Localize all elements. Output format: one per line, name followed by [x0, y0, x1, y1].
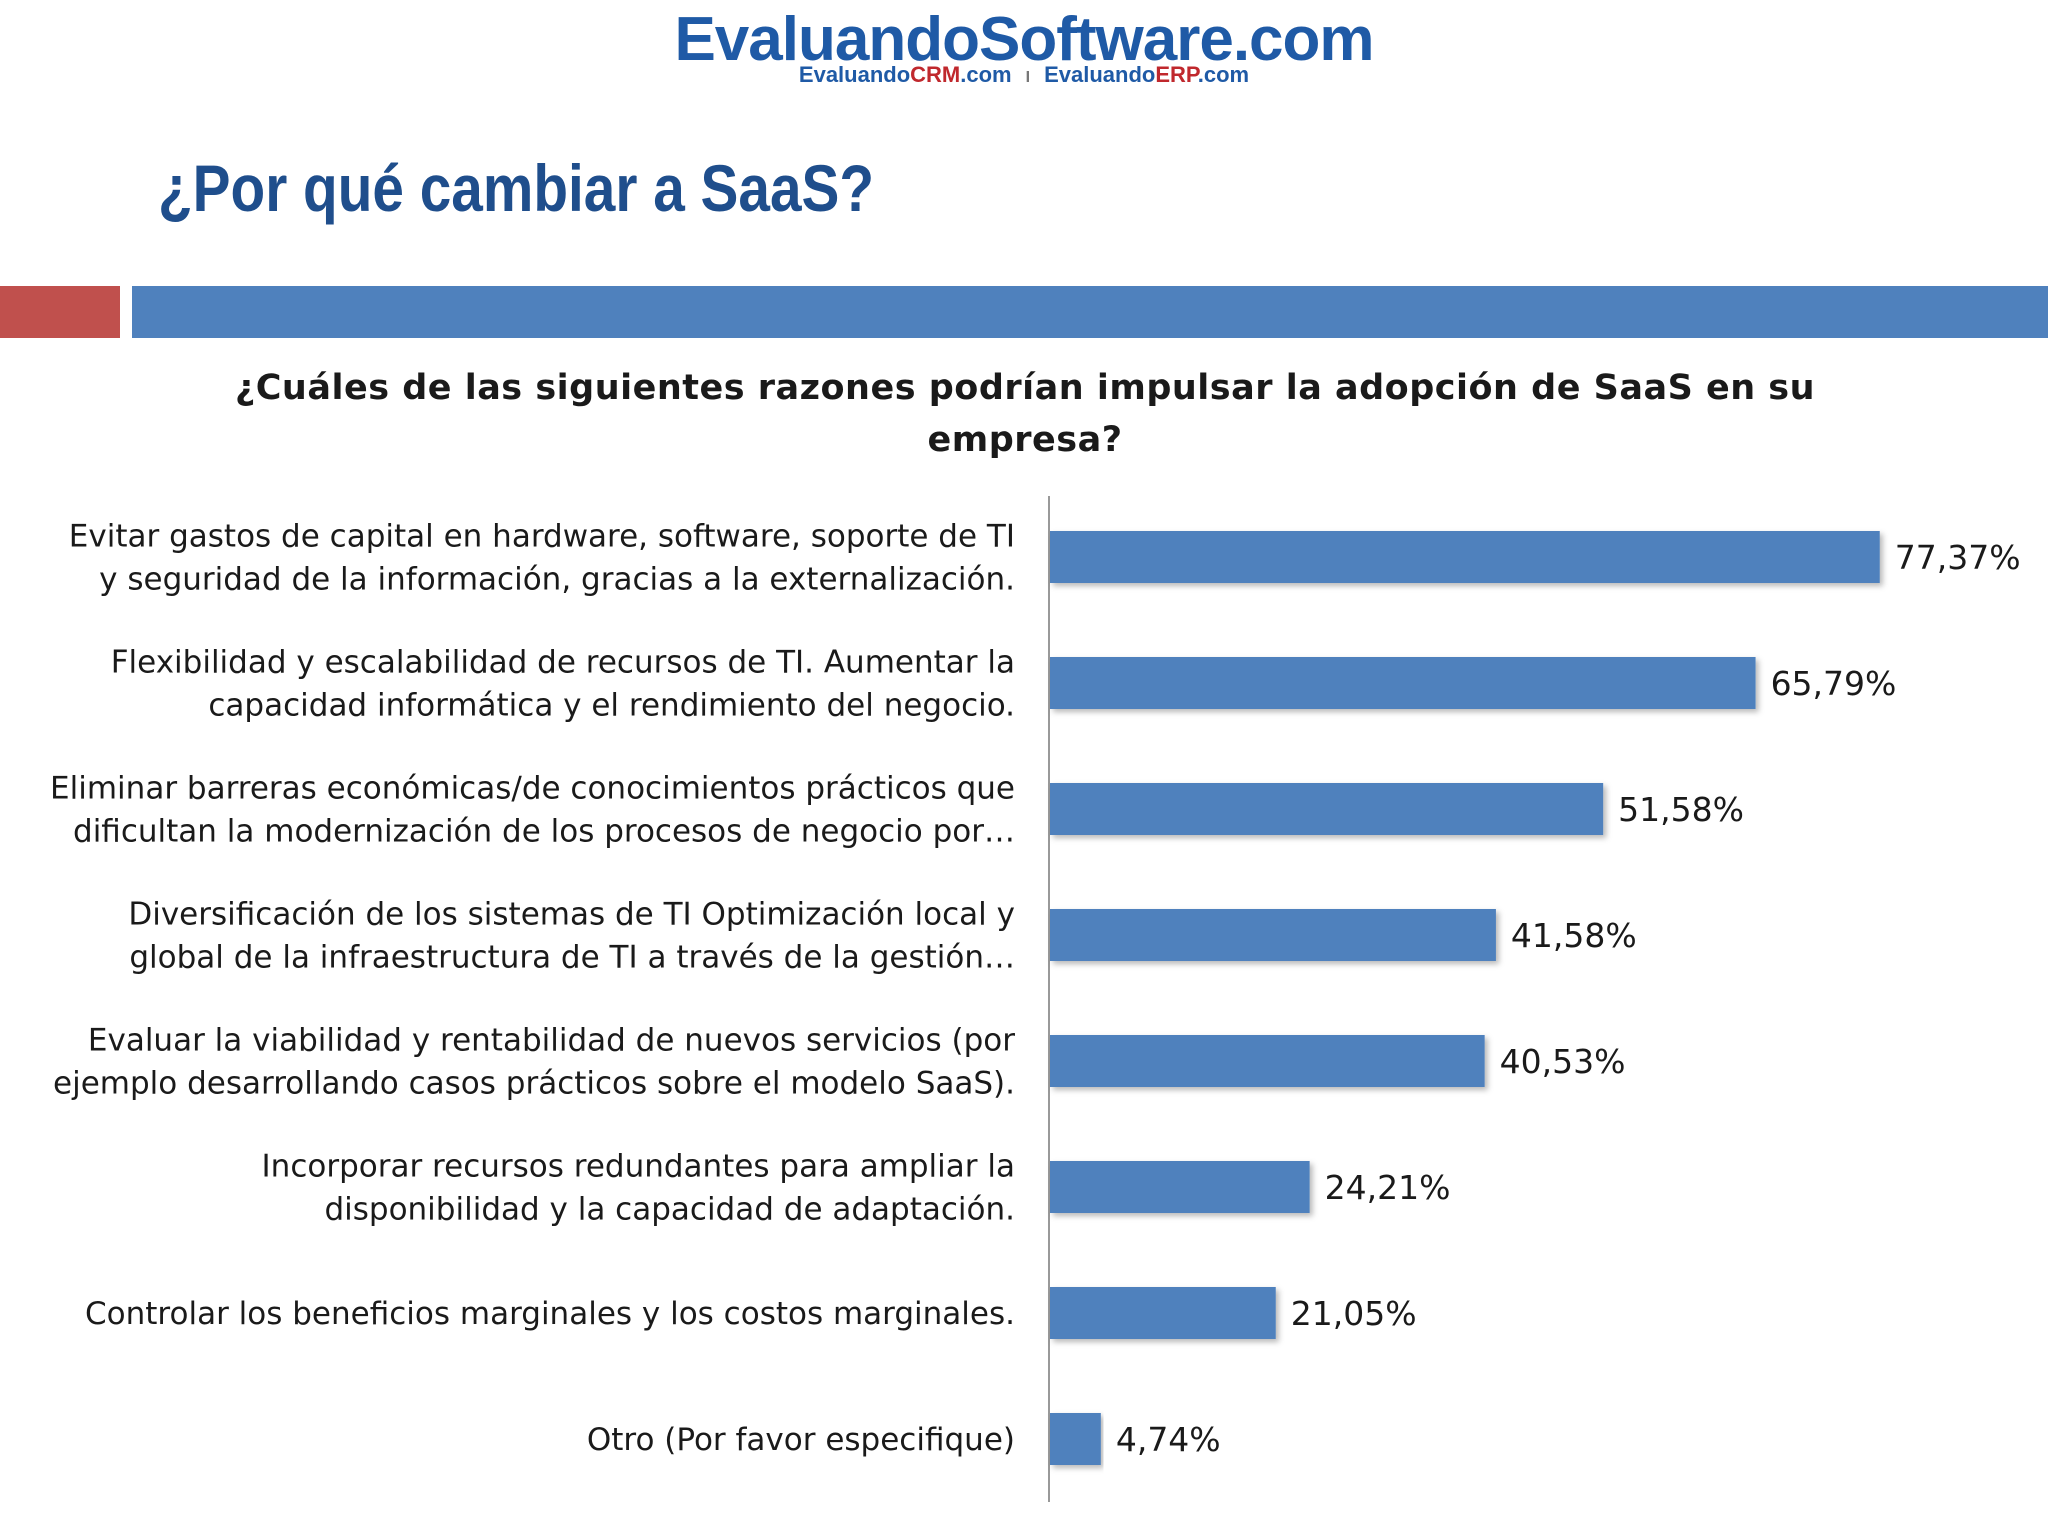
category-label-6-line-2: disponibilidad y la capacidad de adaptac…	[324, 1192, 1015, 1228]
category-label-4-line-2: global de la infraestructura de TI a tra…	[129, 940, 1015, 976]
category-label-2-line-1: Flexibilidad y escalabilidad de recursos…	[111, 645, 1015, 681]
chart-question-line-1: ¿Cuáles de las siguientes razones podría…	[234, 368, 1816, 408]
bar-5	[1050, 1035, 1485, 1087]
category-label-8-line-1: Otro (Por favor especifique)	[587, 1422, 1015, 1458]
category-label-1-line-2: y seguridad de la información, gracias a…	[99, 562, 1015, 598]
value-label-3: 51,58%	[1618, 790, 1744, 829]
bar-7	[1050, 1287, 1276, 1339]
value-label-4: 41,58%	[1511, 916, 1637, 955]
value-label-5: 40,53%	[1500, 1042, 1626, 1081]
bar-6	[1050, 1161, 1310, 1213]
header-band-blue	[132, 286, 2048, 338]
bar-8	[1050, 1413, 1101, 1465]
chart-question: ¿Cuáles de las siguientes razones podría…	[200, 362, 1850, 466]
bar-2	[1050, 657, 1756, 709]
slide-title: ¿Por qué cambiar a SaaS?	[158, 151, 875, 225]
category-label-5-line-1: Evaluar la viabilidad y rentabilidad de …	[88, 1023, 1015, 1059]
logo-word-software: Software	[978, 5, 1234, 74]
category-label-3-line-2: dificultan la modernización de los proce…	[73, 814, 1015, 850]
site-logo: EvaluandoSoftware.com EvaluandoCRM.com I E…	[0, 0, 2048, 100]
header-band-red	[0, 286, 120, 338]
category-label-5-line-2: ejemplo desarrollando casos prácticos so…	[53, 1066, 1015, 1102]
logo-word-com: .com	[1232, 5, 1375, 74]
logo-sub-crm: EvaluandoCRM.com	[798, 62, 1012, 87]
value-label-1: 77,37%	[1895, 538, 2021, 577]
bar-4	[1050, 909, 1496, 961]
bar-3	[1050, 783, 1604, 835]
chart-question-line-2: empresa?	[927, 420, 1123, 460]
logo-sub-erp: EvaluandoERP.com	[1044, 62, 1250, 87]
category-label-7-line-1: Controlar los beneficios marginales y lo…	[85, 1296, 1015, 1332]
category-label-3-line-1: Eliminar barreras económicas/de conocimi…	[50, 771, 1015, 807]
logo-sub-links: EvaluandoCRM.com I EvaluandoERP.com	[0, 62, 2048, 91]
logo-wordmark: EvaluandoSoftware.com	[0, 4, 2048, 76]
bar-1	[1050, 531, 1880, 583]
category-label-6-line-1: Incorporar recursos redundantes para amp…	[262, 1149, 1015, 1185]
logo-word-evaluando: Evaluando	[674, 5, 980, 74]
category-label-2-line-2: capacidad informática y el rendimiento d…	[208, 688, 1015, 724]
value-label-7: 21,05%	[1291, 1294, 1417, 1333]
category-label-1-line-1: Evitar gastos de capital en hardware, so…	[69, 519, 1015, 555]
logo-sub-separator: I	[1025, 69, 1031, 86]
value-label-6: 24,21%	[1325, 1168, 1451, 1207]
value-label-2: 65,79%	[1771, 664, 1897, 703]
value-label-8: 4,74%	[1116, 1420, 1221, 1459]
category-label-4-line-1: Diversificación de los sistemas de TI Op…	[128, 897, 1015, 933]
